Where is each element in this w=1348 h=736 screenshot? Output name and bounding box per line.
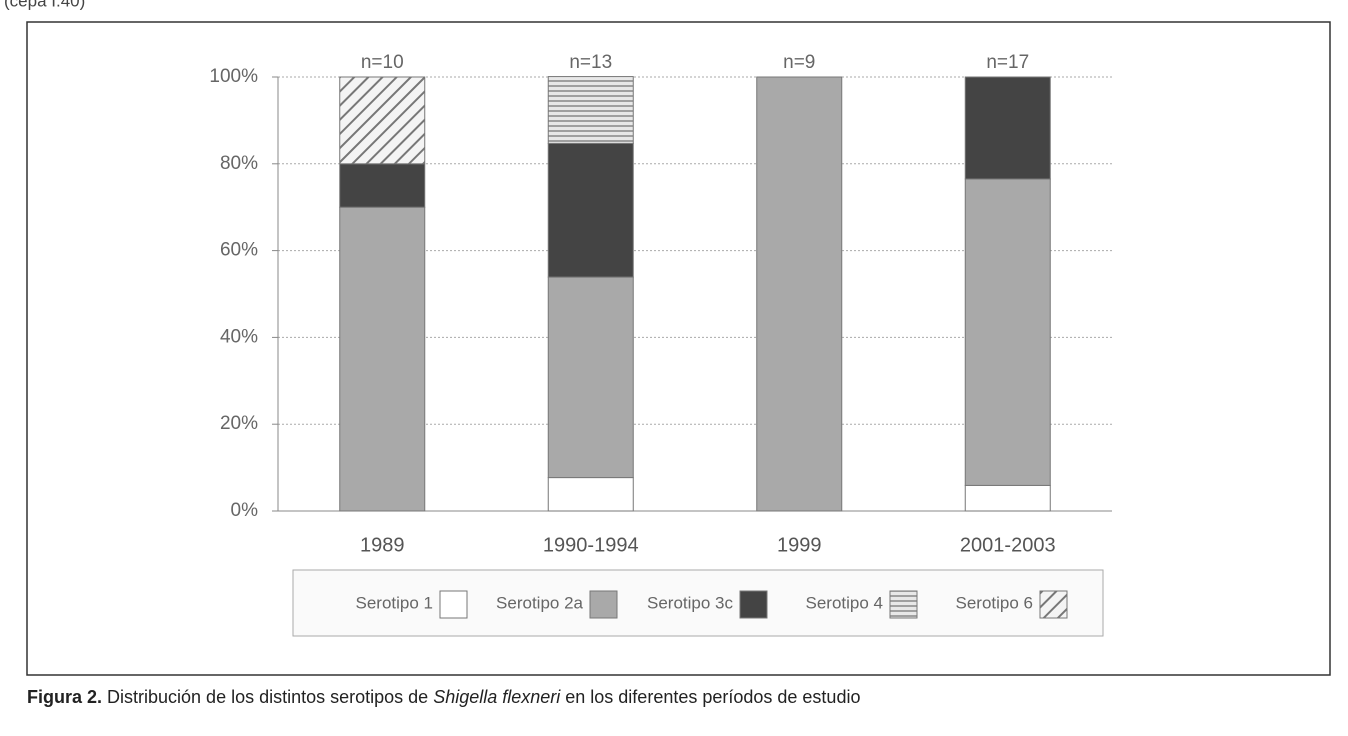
legend-label: Serotipo 2a	[496, 593, 583, 612]
bar-segment	[756, 76, 843, 512]
bar-segment	[339, 76, 426, 165]
y-tick-label: 100%	[209, 66, 258, 87]
header-text: (cepa I.40)	[4, 0, 85, 10]
y-tick-label: 80%	[220, 153, 258, 174]
caption-italic: Shigella flexneri	[433, 687, 561, 707]
x-tick-label: 1989	[360, 534, 405, 556]
bar-segment	[964, 178, 1051, 486]
annotation: n=9	[783, 52, 815, 73]
x-tick-label: 1990-1994	[543, 534, 639, 556]
caption: Figura 2. Distribución de los distintos …	[27, 687, 860, 707]
y-tick-label: 60%	[220, 240, 258, 261]
legend-swatch	[1039, 590, 1068, 619]
figure-frame	[26, 21, 1331, 676]
x-tick-label: 1999	[777, 534, 822, 556]
x-tick-label: 2001-2003	[960, 534, 1056, 556]
legend-swatch	[589, 590, 618, 619]
legend-label: Serotipo 1	[356, 593, 434, 612]
bar-segment	[339, 163, 426, 208]
caption-label: Figura 2.	[27, 687, 102, 707]
legend-label: Serotipo 3c	[647, 593, 733, 612]
legend-label: Serotipo 4	[806, 593, 884, 612]
caption-text: Distribución de los distintos serotipos …	[102, 687, 433, 707]
bar-segment	[547, 142, 634, 278]
annotation: n=17	[986, 52, 1029, 73]
legend-swatch	[739, 590, 768, 619]
annotation: n=13	[569, 52, 612, 73]
bar-segment	[547, 276, 634, 479]
bar-segment	[547, 76, 634, 144]
caption-text: en los diferentes períodos de estudio	[560, 687, 860, 707]
annotation: n=10	[361, 52, 404, 73]
legend-box	[292, 569, 1104, 637]
legend-swatch	[889, 590, 918, 619]
bar-segment	[339, 206, 426, 512]
y-tick-label: 0%	[231, 500, 259, 521]
legend-swatch	[439, 590, 468, 619]
bar-segment	[964, 76, 1051, 180]
y-tick-label: 20%	[220, 413, 258, 434]
bar-segment	[547, 477, 634, 512]
bar-segment	[964, 484, 1051, 512]
legend-label: Serotipo 6	[956, 593, 1034, 612]
y-tick-label: 40%	[220, 326, 258, 347]
